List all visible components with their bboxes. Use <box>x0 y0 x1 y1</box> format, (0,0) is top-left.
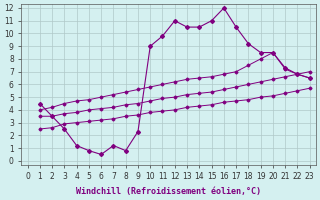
X-axis label: Windchill (Refroidissement éolien,°C): Windchill (Refroidissement éolien,°C) <box>76 187 261 196</box>
